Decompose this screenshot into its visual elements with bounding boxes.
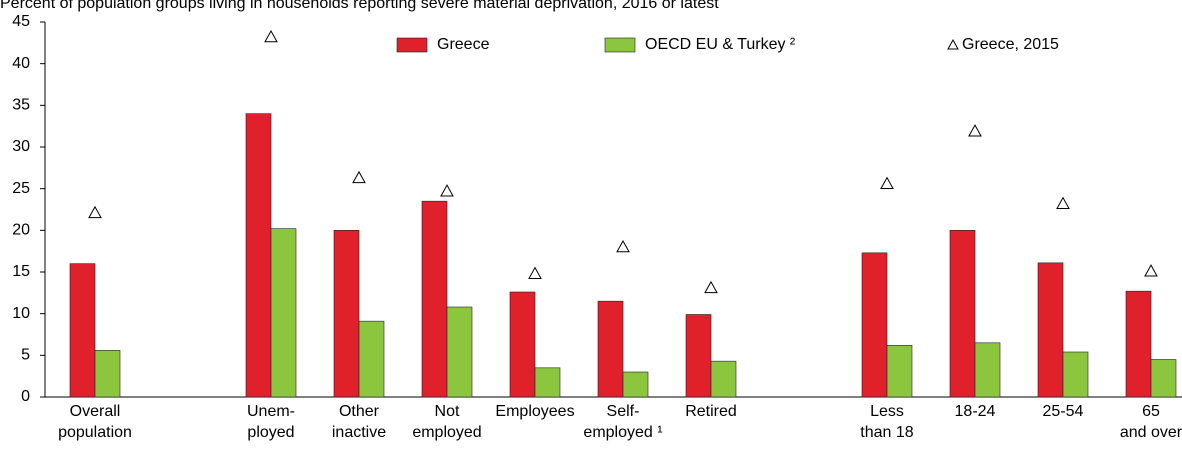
bar bbox=[597, 300, 624, 398]
x-tick-label: 65 bbox=[1142, 403, 1160, 420]
marker bbox=[880, 176, 894, 189]
marker bbox=[968, 124, 982, 137]
bar bbox=[94, 350, 121, 398]
x-tick-label: Less bbox=[870, 403, 904, 420]
bar bbox=[69, 263, 96, 398]
x-tick-label: employed ¹ bbox=[583, 424, 662, 441]
x-tick-label: Not bbox=[435, 403, 460, 420]
marker bbox=[704, 280, 718, 294]
bar bbox=[1125, 290, 1152, 398]
x-tick-label: than 18 bbox=[860, 424, 913, 441]
marker bbox=[616, 239, 630, 253]
marker bbox=[264, 29, 278, 43]
x-tick-label: population bbox=[58, 424, 132, 441]
x-tick-label: 18-24 bbox=[955, 403, 996, 420]
x-tick-label: employed bbox=[412, 424, 481, 441]
legend-swatch bbox=[604, 37, 636, 53]
bar bbox=[622, 371, 649, 398]
marker bbox=[440, 184, 454, 197]
x-tick-label: 25-54 bbox=[1043, 403, 1084, 420]
bar bbox=[710, 360, 737, 398]
x-tick-label: inactive bbox=[332, 424, 386, 441]
marker bbox=[1144, 264, 1158, 277]
y-tick-label: 0 bbox=[21, 388, 30, 405]
y-tick-label: 30 bbox=[12, 138, 30, 155]
x-tick-label: ployed bbox=[247, 424, 294, 441]
y-tick-label: 40 bbox=[12, 55, 30, 72]
chart-title: Percent of population groups living in h… bbox=[0, 0, 719, 12]
bar bbox=[534, 367, 561, 398]
y-tick-label: 5 bbox=[21, 347, 30, 364]
bar bbox=[685, 314, 712, 398]
legend-swatch bbox=[396, 37, 428, 53]
bar bbox=[1037, 262, 1064, 398]
x-tick-label: Unem- bbox=[247, 403, 295, 420]
bar bbox=[949, 230, 976, 398]
y-tick-label: 15 bbox=[12, 263, 30, 280]
bar bbox=[861, 252, 888, 398]
bar bbox=[333, 230, 360, 398]
legend-label: Greece bbox=[437, 36, 490, 53]
bar bbox=[421, 200, 448, 398]
y-tick-label: 25 bbox=[12, 180, 30, 197]
bar bbox=[446, 306, 473, 398]
bar bbox=[974, 342, 1001, 398]
bar bbox=[1150, 359, 1177, 398]
x-tick-label: and over bbox=[1120, 424, 1182, 441]
x-tick-label: Retired bbox=[685, 403, 737, 420]
bar bbox=[358, 320, 385, 398]
x-tick-label: Self- bbox=[607, 403, 640, 420]
bar bbox=[509, 291, 536, 398]
bar bbox=[886, 345, 913, 398]
x-tick-label: Overall bbox=[70, 403, 121, 420]
marker bbox=[352, 170, 366, 184]
x-tick-label: Other bbox=[339, 403, 380, 420]
marker bbox=[528, 266, 542, 279]
y-tick-label: 20 bbox=[12, 222, 30, 239]
x-tick-label: Employees bbox=[495, 403, 574, 420]
marker bbox=[1056, 196, 1070, 209]
legend-marker bbox=[947, 38, 959, 50]
bar bbox=[245, 113, 272, 398]
legend-label: Greece, 2015 bbox=[962, 36, 1059, 53]
y-tick-label: 45 bbox=[12, 13, 30, 30]
y-tick-label: 35 bbox=[12, 97, 30, 114]
marker bbox=[88, 205, 102, 219]
bar bbox=[270, 228, 297, 398]
legend-label: OECD EU & Turkey ² bbox=[645, 36, 796, 53]
y-tick-label: 10 bbox=[12, 305, 30, 322]
bar bbox=[1062, 351, 1089, 398]
